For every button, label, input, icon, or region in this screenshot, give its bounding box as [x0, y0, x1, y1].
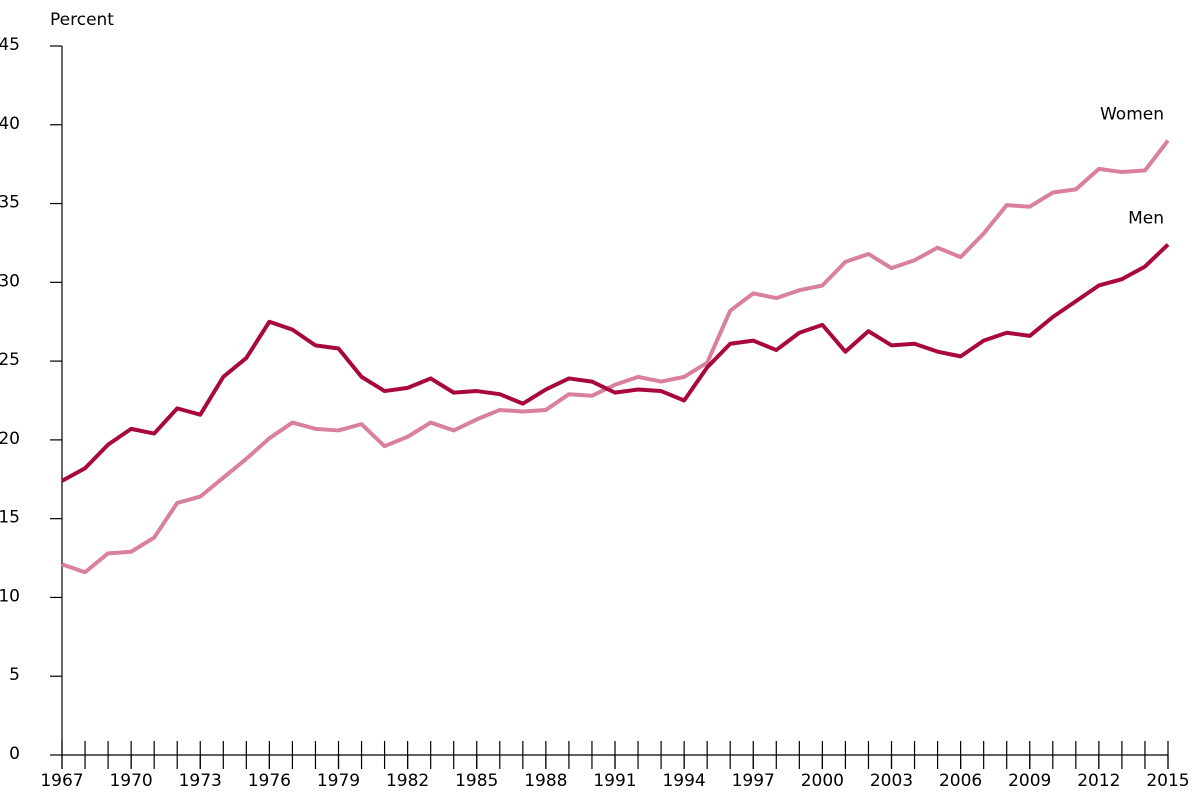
series-label: Men — [1128, 209, 1164, 229]
x-tick-label: 2006 — [939, 771, 982, 791]
y-tick-label: 5 — [9, 665, 20, 685]
x-tick-label: 2009 — [1008, 771, 1051, 791]
x-tick-label: 2015 — [1146, 771, 1189, 791]
x-tick-label: 1967 — [40, 771, 83, 791]
series-line — [61, 243, 1170, 483]
y-tick-label: 25 — [0, 350, 20, 370]
y-tick-label: 10 — [0, 586, 20, 606]
y-tick-label: 35 — [0, 193, 20, 213]
x-tick-label: 2003 — [870, 771, 913, 791]
x-tick-label: 2012 — [1077, 771, 1120, 791]
y-axis-label: Percent — [50, 10, 114, 30]
x-tick-label: 1997 — [732, 771, 775, 791]
x-tick-label: 1973 — [179, 771, 222, 791]
y-tick-label: 30 — [0, 271, 20, 291]
x-tick-label: 1988 — [524, 771, 567, 791]
series-label: Women — [1100, 105, 1164, 125]
x-tick-label: 2000 — [801, 771, 844, 791]
x-tick-label: 1982 — [386, 771, 429, 791]
y-tick-label: 15 — [0, 508, 20, 528]
x-tick-label: 1985 — [455, 771, 498, 791]
series-line — [61, 139, 1170, 575]
x-tick-label: 1994 — [662, 771, 705, 791]
y-tick-label: 45 — [0, 35, 20, 55]
x-tick-label: 1970 — [109, 771, 152, 791]
x-tick-label: 1991 — [593, 771, 636, 791]
y-tick-label: 20 — [0, 429, 20, 449]
y-tick-label: 0 — [9, 744, 20, 764]
y-tick-label: 40 — [0, 114, 20, 134]
x-tick-label: 1976 — [248, 771, 291, 791]
x-tick-label: 1979 — [317, 771, 360, 791]
